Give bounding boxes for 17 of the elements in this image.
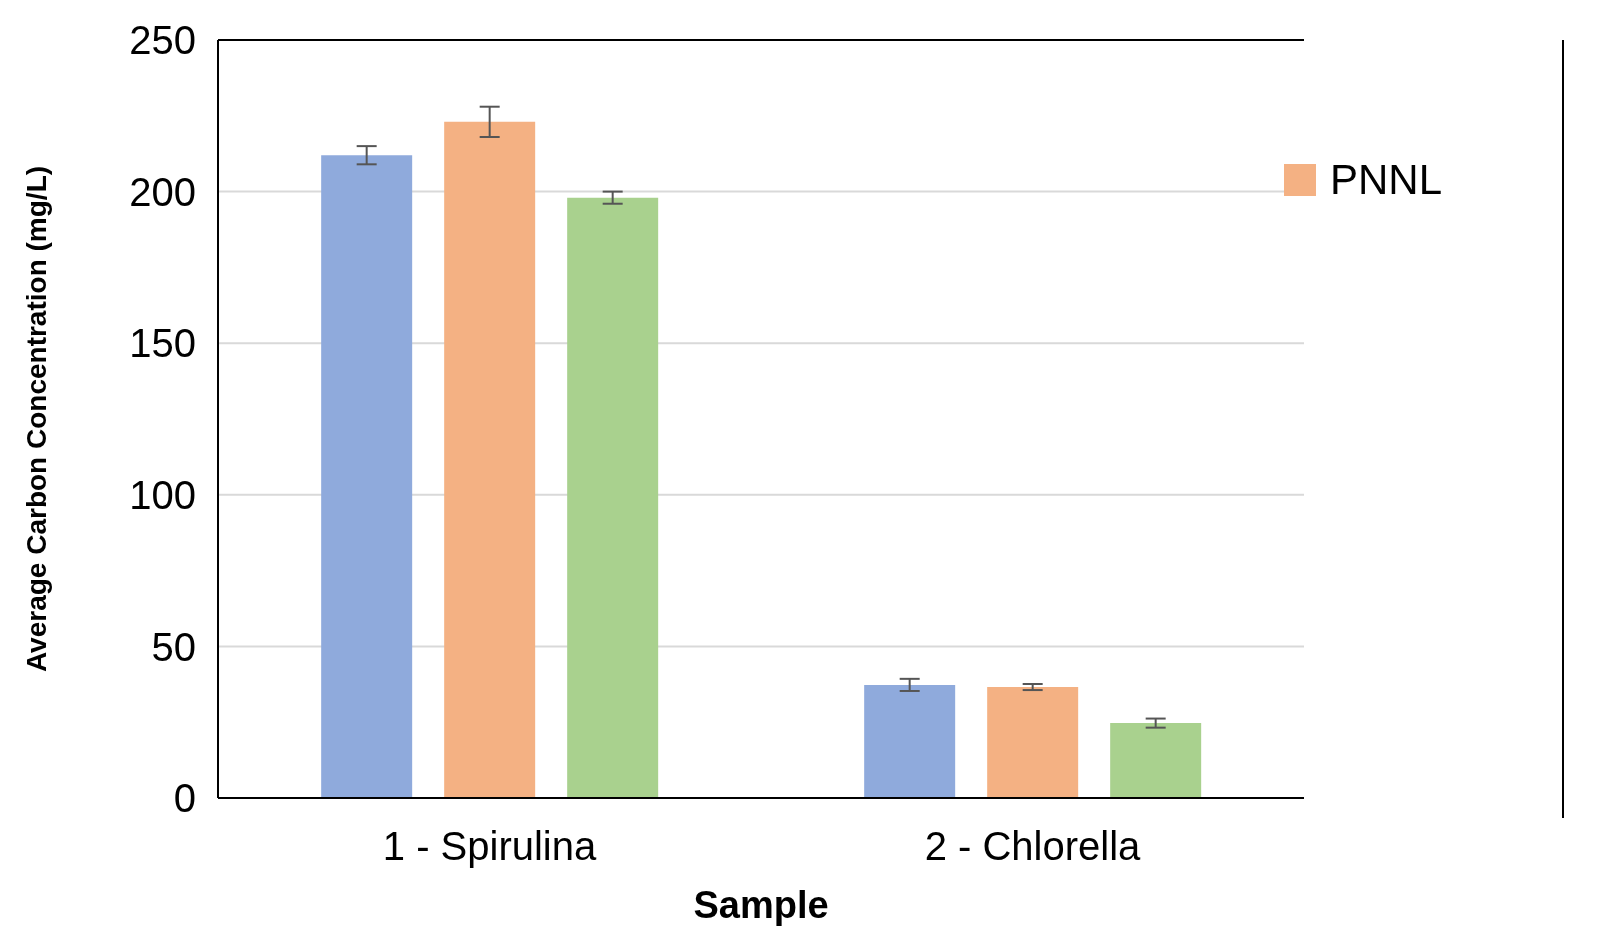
x-axis-title: Sample [693,884,829,926]
legend-label: PNNL [1330,156,1443,204]
bar [321,155,413,798]
x-tick-label: 1 - Spirulina [382,824,597,869]
bar [864,684,956,798]
bar [567,197,659,798]
y-tick-label: 0 [173,776,196,821]
y-axis-title: Average Carbon Concentration (mg/L) [20,165,52,673]
bar [444,121,536,798]
y-tick-label: 50 [151,624,196,669]
bar [987,687,1079,798]
bar [1110,723,1202,798]
y-tick-label: 200 [129,169,196,214]
y-tick-label: 250 [129,18,196,63]
y-tick-label: 100 [129,473,196,517]
x-tick-label: 2 - Chlorella [924,824,1142,869]
y-tick-label: 150 [129,321,196,366]
